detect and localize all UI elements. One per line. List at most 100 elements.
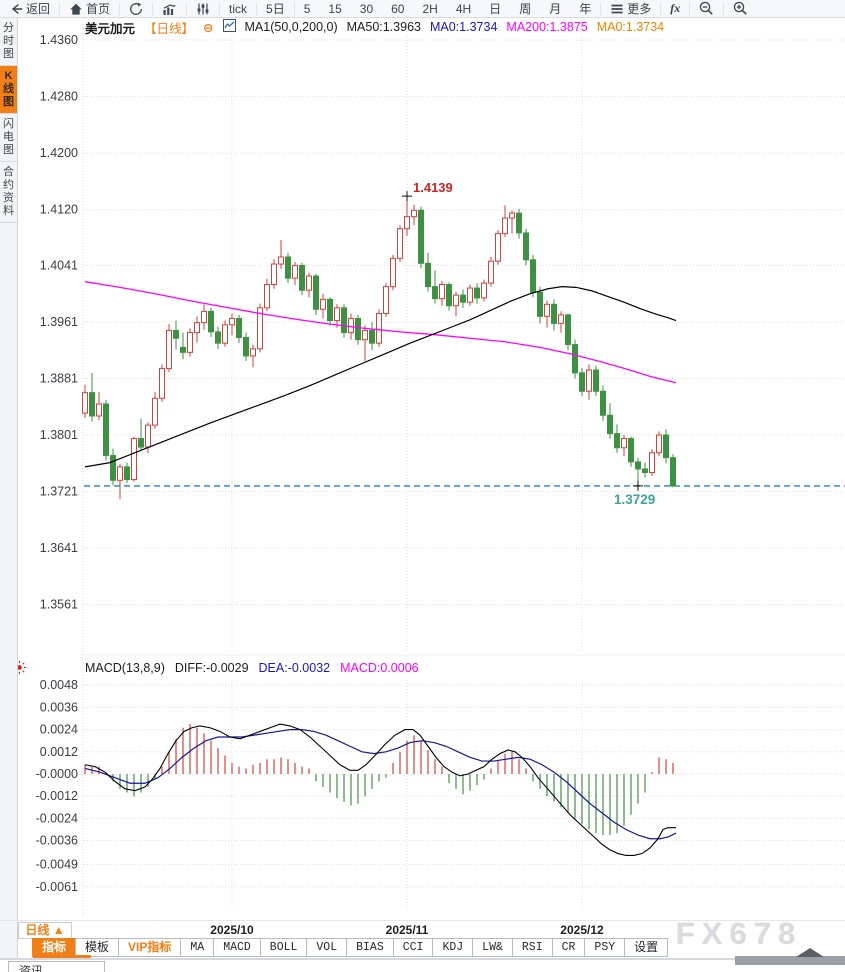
indicator-sliders-icon [196, 2, 210, 16]
svg-text:-0.0024: -0.0024 [36, 811, 78, 825]
tab-boll[interactable]: BOLL [259, 938, 308, 957]
horizontal-scrollbar[interactable] [735, 956, 845, 965]
tab-vip-indicator[interactable]: VIP指标 [118, 938, 182, 957]
fx678-watermark: FX678 [676, 916, 803, 951]
period-4h-button[interactable]: 4H [447, 0, 480, 17]
period-week-button[interactable]: 周 [510, 0, 540, 17]
back-button-label: 返回 [26, 2, 51, 16]
macd-title-bar: MACD(13,8,9) DIFF:-0.0029 DEA:-0.0032 MA… [85, 660, 419, 676]
more-button[interactable]: 更多 [601, 0, 660, 17]
collapse-icon[interactable]: ⊖ [203, 20, 214, 35]
tab-bias[interactable]: BIAS [346, 938, 394, 957]
period-5d-button-label: 5日 [266, 2, 285, 16]
svg-text:-0.0036: -0.0036 [36, 834, 78, 848]
tab-lw[interactable]: LW& [472, 938, 513, 957]
tick-button[interactable]: tick [220, 0, 256, 17]
bottom-divider [0, 958, 845, 960]
gridlines [80, 18, 845, 918]
toolbar-separator [723, 2, 725, 15]
svg-text:0.0024: 0.0024 [40, 723, 78, 737]
tab-contract-info[interactable]: 合约资料 [0, 162, 17, 223]
x-axis-month-label: 2025/11 [385, 923, 429, 937]
period-year-button-label: 年 [579, 2, 592, 16]
period-label: 【日线】 [144, 21, 195, 36]
fx-button[interactable]: fx [661, 0, 689, 17]
home-button[interactable]: 首页 [60, 0, 119, 17]
ma-settings-label: MA1(50,0,200,0) [244, 20, 338, 34]
more-icon [610, 3, 624, 15]
macd-value: MACD:0.0006 [340, 661, 419, 675]
period-60m-button[interactable]: 60 [382, 0, 413, 17]
svg-text:1.4280: 1.4280 [40, 90, 78, 104]
period-30m-button-label: 30 [359, 1, 374, 16]
fx-button-label: fx [670, 1, 681, 15]
period-4h-button-label: 4H [455, 1, 472, 16]
tab-settings[interactable]: 设置 [624, 938, 669, 957]
more-button-label: 更多 [627, 2, 652, 16]
back-icon [9, 2, 23, 16]
tab-news[interactable]: 资讯 [8, 961, 105, 972]
svg-text:-0.0012: -0.0012 [36, 789, 78, 803]
tab-lightning-chart[interactable]: 闪电图 [0, 114, 17, 162]
period-year-button[interactable]: 年 [570, 0, 600, 17]
diff-line [84, 723, 676, 856]
tab-kdj[interactable]: KDJ [432, 938, 474, 957]
refresh-button[interactable] [120, 0, 152, 17]
chart-canvas[interactable]: 1.4360 1.4280 1.4200 1.4120 1.4041 1.3961 1.38… [0, 0, 845, 920]
period-day-button-label: 日 [489, 2, 502, 16]
svg-text:1.3561: 1.3561 [40, 598, 78, 612]
tab-template[interactable]: 模板 [75, 938, 120, 957]
zoom-in-icon [733, 1, 748, 16]
period-5d-button[interactable]: 5日 [257, 0, 294, 17]
toolbar-separator [152, 2, 154, 15]
period-15m-button-label: 15 [328, 1, 342, 16]
dea-line [84, 728, 677, 840]
tab-vol[interactable]: VOL [306, 938, 348, 957]
period-2h-button-label: 2H [422, 1, 438, 16]
period-up-arrow-icon: ▲ [52, 923, 65, 937]
svg-text:1.3641: 1.3641 [40, 541, 78, 555]
period-2h-button[interactable]: 2H [413, 0, 446, 17]
expand-arrow-icon[interactable] [796, 948, 824, 957]
toolbar-separator [119, 2, 121, 15]
tab-cci[interactable]: CCI [392, 938, 434, 957]
tab-rsi[interactable]: RSI [511, 938, 553, 957]
toolbar-separator [59, 2, 61, 15]
svg-text:1.3801: 1.3801 [40, 428, 78, 442]
chart-style-button[interactable] [153, 0, 186, 17]
tab-indicator[interactable]: 指标 [32, 938, 77, 957]
news-tab-label: 资讯 [19, 964, 44, 972]
chart-style-icon [162, 2, 177, 16]
svg-text:1.3729: 1.3729 [614, 492, 655, 507]
svg-text:1.4139: 1.4139 [413, 180, 453, 195]
symbol-name: 美元加元 [85, 21, 136, 36]
refresh-icon [129, 2, 143, 16]
period-selector-button[interactable]: 日线 ▲ [18, 922, 72, 939]
back-button[interactable]: 返回 [0, 0, 59, 17]
chart-type-icon[interactable] [222, 19, 236, 35]
active-tab-underline [33, 955, 91, 958]
zoom-out-button[interactable] [690, 0, 723, 17]
tab-psy[interactable]: PSY [584, 938, 626, 957]
period-30m-button[interactable]: 30 [351, 0, 382, 17]
zoom-in-button[interactable] [724, 0, 757, 17]
tab-cr[interactable]: CR [551, 938, 586, 957]
zoom-out-icon [699, 1, 714, 16]
ma200-line [84, 281, 677, 384]
period-month-button[interactable]: 月 [540, 0, 570, 17]
period-5m-button[interactable]: 5 [295, 0, 320, 17]
dea-value: DEA:-0.0032 [258, 661, 331, 675]
x-axis-month-label: 2025/10 [210, 923, 254, 937]
tab-time-chart[interactable]: 分时图 [0, 18, 17, 66]
toolbar-separator [293, 2, 295, 15]
tab-macd[interactable]: MACD [213, 938, 261, 957]
period-day-button[interactable]: 日 [480, 0, 510, 17]
indicator-sliders-button[interactable] [187, 0, 219, 17]
toolbar-separator [689, 2, 691, 15]
period-15m-button[interactable]: 15 [319, 0, 350, 17]
ma50-line [84, 286, 677, 468]
tab-ma[interactable]: MA [180, 938, 215, 957]
svg-text:1.3721: 1.3721 [40, 485, 78, 499]
